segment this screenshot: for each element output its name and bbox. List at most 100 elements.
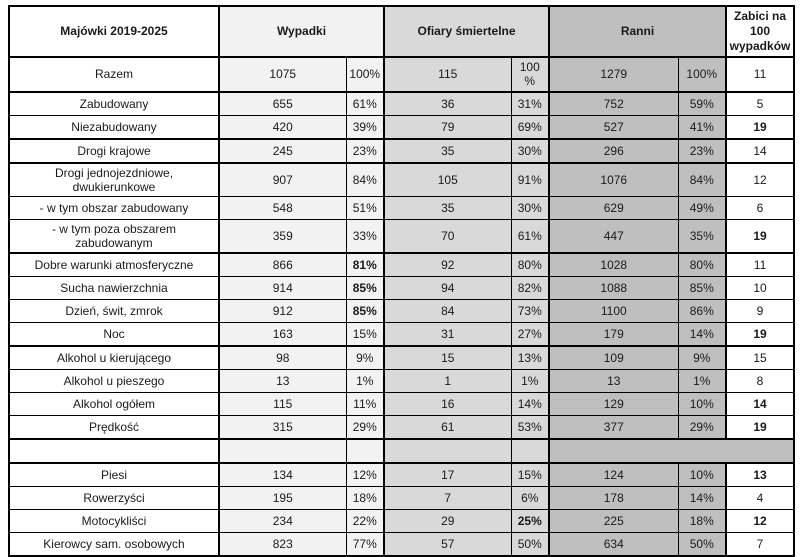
cell-wypadki-count: 548 — [218, 195, 347, 220]
cell-ranni-percent: 18% — [677, 508, 727, 533]
cell-row-label: Razem — [8, 56, 220, 93]
cell-wypadki-percent: 84% — [345, 162, 385, 197]
cell-ranni-count: 296 — [548, 138, 679, 164]
cell-ranni-percent: 85% — [677, 275, 727, 300]
cell-ranni-percent: 100% — [677, 56, 727, 93]
cell-ranni-count: 1100 — [548, 298, 679, 323]
cell-ofiary-count: 35 — [383, 138, 512, 164]
cell-wypadki-count: 163 — [218, 321, 347, 347]
cell-wypadki-percent: 18% — [345, 485, 385, 510]
cell-wypadki-percent: 85% — [345, 298, 385, 323]
cell-ofiary-percent: 14% — [510, 391, 550, 416]
cell-wypadki-percent: 100% — [345, 56, 385, 93]
cell-ofiary-percent: 30% — [510, 138, 550, 164]
cell-zabici-per-100: 19 — [725, 218, 795, 254]
cell-wypadki-percent: 12% — [345, 462, 385, 487]
cell-wypadki-percent: 81% — [345, 252, 385, 277]
cell-ranni-count: 527 — [548, 114, 679, 140]
cell-ofiary-count: 7 — [383, 485, 512, 510]
cell-ofiary-count: 84 — [383, 298, 512, 323]
cell-ranni-count: 225 — [548, 508, 679, 533]
cell-row-label: Rowerzyści — [8, 485, 220, 510]
cell-wypadki-percent: 23% — [345, 138, 385, 164]
cell-zabici-per-100: 15 — [725, 345, 795, 370]
cell-ofiary-count: 1 — [383, 368, 512, 393]
cell-wypadki-count: 914 — [218, 275, 347, 300]
cell-wypadki-count: 245 — [218, 138, 347, 164]
cell-ranni-count: 377 — [548, 414, 679, 440]
cell-ofiary-percent: 25% — [510, 508, 550, 533]
cell-ofiary-percent: 30% — [510, 195, 550, 220]
cell-wypadki-count: 195 — [218, 485, 347, 510]
cell-wypadki-percent: 22% — [345, 508, 385, 533]
cell-ranni-count: 634 — [548, 531, 679, 557]
cell-ranni-count: 752 — [548, 91, 679, 116]
cell-wypadki-count: 655 — [218, 91, 347, 116]
cell-ofiary-percent: 27% — [510, 321, 550, 347]
cell-ranni-percent: 59% — [677, 91, 727, 116]
table-row: - w tym poza obszarem zabudowanym 359 33% 7… — [8, 218, 795, 254]
cell-wypadki-count: 98 — [218, 345, 347, 370]
spacer-row — [8, 438, 795, 464]
header-zabici-na-100-wypadkow: Zabici na 100 wypadków — [725, 5, 795, 58]
cell-ofiary-percent: 6% — [510, 485, 550, 510]
statistics-table: Majówki 2019-2025 Wypadki Ofiary śmierte… — [8, 5, 796, 557]
cell-wypadki-percent: 15% — [345, 321, 385, 347]
cell-ranni-count: 13 — [548, 368, 679, 393]
cell-row-label: Piesi — [8, 462, 220, 487]
table-row: Alkohol u pieszego 13 1% 1 1% 13 1% 8 — [8, 368, 795, 393]
table-row: Drogi jednojezdniowe, dwukierunkowe 907 84… — [8, 162, 795, 197]
cell-wypadki-percent: 29% — [345, 414, 385, 440]
spacer-cell — [345, 438, 385, 464]
cell-wypadki-count: 907 — [218, 162, 347, 197]
cell-row-label: Sucha nawierzchnia — [8, 275, 220, 300]
cell-wypadki-percent: 33% — [345, 218, 385, 254]
cell-zabici-per-100: 19 — [725, 114, 795, 140]
cell-row-label: Dobre warunki atmosferyczne — [8, 252, 220, 277]
cell-ranni-percent: 86% — [677, 298, 727, 323]
cell-ranni-percent: 14% — [677, 321, 727, 347]
table-row: Niezabudowany 420 39% 79 69% 527 41% 19 — [8, 114, 795, 140]
cell-zabici-per-100: 11 — [725, 56, 795, 93]
cell-ofiary-percent: 13% — [510, 345, 550, 370]
table-row: Drogi krajowe 245 23% 35 30% 296 23% 14 — [8, 138, 795, 164]
cell-row-label: Noc — [8, 321, 220, 347]
table-body: Razem 1075 100% 115 100 % 1279 100% 11 Zabudowan… — [8, 56, 795, 557]
table-row: Sucha nawierzchnia 914 85% 94 82% 1088 85% 10 — [8, 275, 795, 300]
cell-ranni-percent: 84% — [677, 162, 727, 197]
spacer-cell — [510, 438, 550, 464]
cell-row-label: Alkohol u kierującego — [8, 345, 220, 370]
cell-ofiary-count: 29 — [383, 508, 512, 533]
cell-row-label: Alkohol u pieszego — [8, 368, 220, 393]
cell-row-label: Alkohol ogółem — [8, 391, 220, 416]
table-row: Noc 163 15% 31 27% 179 14% 19 — [8, 321, 795, 347]
cell-ofiary-percent: 50% — [510, 531, 550, 557]
cell-ofiary-count: 105 — [383, 162, 512, 197]
cell-ofiary-count: 115 — [383, 56, 512, 93]
cell-ranni-count: 109 — [548, 345, 679, 370]
cell-zabici-per-100: 9 — [725, 298, 795, 323]
cell-ranni-percent: 29% — [677, 414, 727, 440]
spacer-cell — [383, 438, 512, 464]
table-row: - w tym obszar zabudowany 548 51% 35 30% 629 4… — [8, 195, 795, 220]
cell-zabici-per-100: 13 — [725, 462, 795, 487]
header-row: Majówki 2019-2025 Wypadki Ofiary śmierte… — [8, 5, 795, 58]
cell-row-label: Niezabudowany — [8, 114, 220, 140]
cell-ranni-percent: 9% — [677, 345, 727, 370]
spacer-cell — [218, 438, 347, 464]
cell-wypadki-percent: 1% — [345, 368, 385, 393]
cell-ofiary-percent: 1% — [510, 368, 550, 393]
cell-ofiary-count: 36 — [383, 91, 512, 116]
cell-row-label: Drogi jednojezdniowe, dwukierunkowe — [8, 162, 220, 197]
cell-zabici-per-100: 14 — [725, 391, 795, 416]
cell-ranni-count: 124 — [548, 462, 679, 487]
cell-ranni-percent: 1% — [677, 368, 727, 393]
cell-ofiary-percent: 82% — [510, 275, 550, 300]
table-row: Zabudowany 655 61% 36 31% 752 59% 5 — [8, 91, 795, 116]
cell-wypadki-count: 1075 — [218, 56, 347, 93]
cell-wypadki-percent: 61% — [345, 91, 385, 116]
cell-ofiary-percent: 80% — [510, 252, 550, 277]
cell-zabici-per-100: 11 — [725, 252, 795, 277]
cell-row-label: - w tym poza obszarem zabudowanym — [8, 218, 220, 254]
cell-ofiary-count: 94 — [383, 275, 512, 300]
